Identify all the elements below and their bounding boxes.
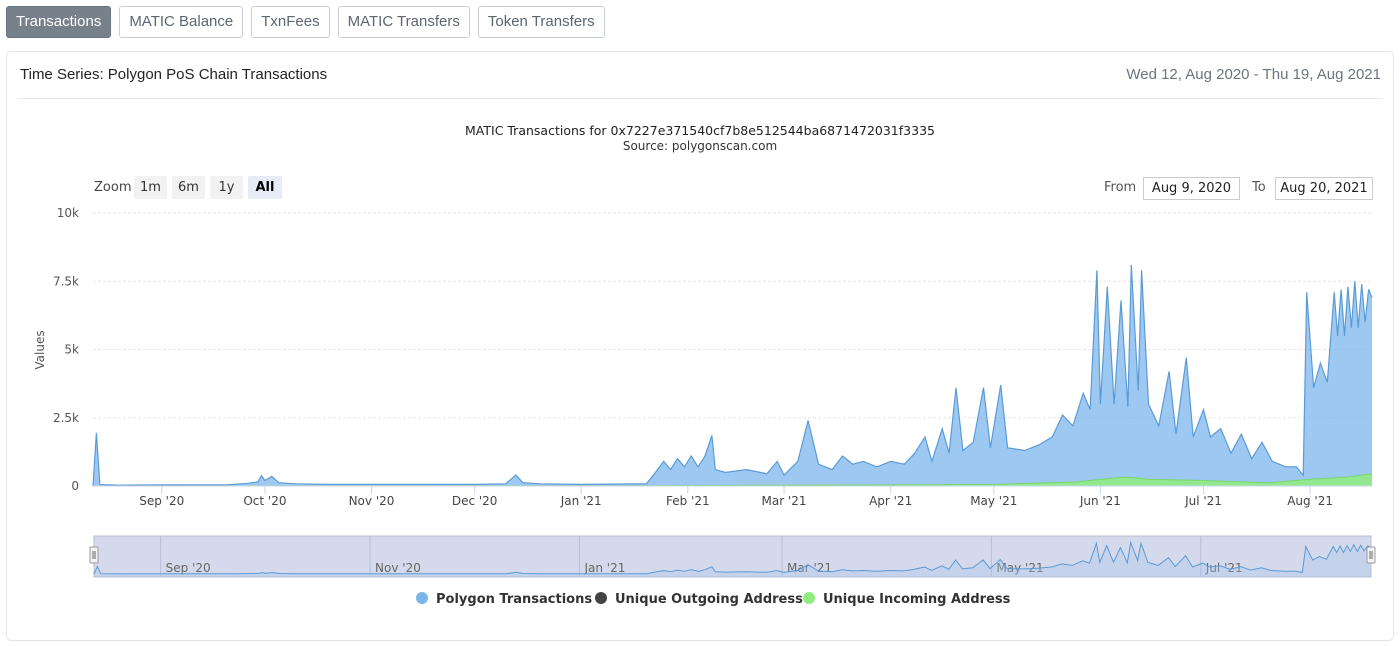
x-tick-label: May '21 bbox=[970, 494, 1017, 508]
navigator-tick-label: Nov '20 bbox=[375, 561, 421, 575]
legend-marker-transactions bbox=[416, 592, 428, 604]
zoom-1m-button[interactable]: 1m bbox=[134, 176, 167, 199]
legend-marker-outgoing bbox=[595, 592, 607, 604]
zoom-1y-button[interactable]: 1y bbox=[210, 176, 243, 199]
tab-matic-balance[interactable]: MATIC Balance bbox=[119, 6, 244, 38]
legend-label-transactions: Polygon Transactions bbox=[436, 592, 593, 607]
tab-token-transfers[interactable]: Token Transfers bbox=[477, 6, 605, 38]
tab-bar: Transactions MATIC Balance TxnFees MATIC… bbox=[6, 6, 613, 38]
navigator-tick-label: Jul '21 bbox=[1205, 561, 1243, 575]
navigator-series-area bbox=[94, 542, 1371, 577]
x-tick-label: Jun '21 bbox=[1079, 494, 1121, 508]
legend-item-transactions[interactable]: Polygon Transactions bbox=[416, 592, 592, 607]
y-axis-label: Values bbox=[33, 330, 47, 369]
zoom-label: Zoom bbox=[94, 180, 132, 195]
x-tick-label: Apr '21 bbox=[869, 494, 912, 508]
navigator-handle-left bbox=[89, 546, 99, 564]
chart-subtitle: Source: polygonscan.com bbox=[622, 139, 778, 153]
range-to-input[interactable]: Aug 20, 2021 bbox=[1275, 177, 1373, 200]
navigator-mask bbox=[93, 535, 1372, 578]
navigator-tick-label: Sep '20 bbox=[166, 561, 211, 575]
tab-transactions[interactable]: Transactions bbox=[6, 6, 112, 38]
card-date-range: Wed 12, Aug 2020 - Thu 19, Aug 2021 bbox=[1126, 66, 1381, 83]
chart-title: MATIC Transactions for 0x7227e371540cf7b… bbox=[465, 123, 935, 138]
x-tick-label: Feb '21 bbox=[666, 494, 710, 508]
series-area-transactions bbox=[93, 264, 1372, 486]
legend-label-outgoing: Unique Outgoing Address bbox=[615, 592, 803, 607]
x-tick-label: Nov '20 bbox=[349, 494, 395, 508]
y-tick-label: 2.5k bbox=[53, 411, 79, 425]
x-tick-label: Jan '21 bbox=[560, 494, 602, 508]
zoom-6m-button[interactable]: 6m bbox=[172, 176, 205, 199]
navigator-series-line bbox=[93, 540, 1372, 575]
legend-item-incoming[interactable]: Unique Incoming Address bbox=[803, 592, 1010, 607]
y-tick-label: 7.5k bbox=[53, 274, 79, 288]
chart-card: Time Series: Polygon PoS Chain Transacti… bbox=[6, 51, 1394, 641]
range-from-label: From bbox=[1104, 180, 1137, 195]
legend-item-outgoing[interactable]: Unique Outgoing Address bbox=[595, 592, 803, 607]
x-tick-label: Dec '20 bbox=[452, 494, 498, 508]
range-from-input[interactable]: Aug 9, 2020 bbox=[1143, 177, 1240, 200]
legend-marker-incoming bbox=[803, 592, 815, 604]
series-line-transactions bbox=[92, 264, 1373, 487]
navigator-handle-right bbox=[1366, 546, 1376, 564]
navigator-tick-label: May '21 bbox=[996, 561, 1043, 575]
x-tick-label: Oct '20 bbox=[243, 494, 286, 508]
x-tick-label: Sep '20 bbox=[139, 494, 184, 508]
y-tick-label: 10k bbox=[57, 206, 79, 220]
x-tick-label: Jul '21 bbox=[1184, 494, 1222, 508]
tab-txnfees[interactable]: TxnFees bbox=[251, 6, 330, 38]
range-to-label: To bbox=[1252, 180, 1266, 195]
y-tick-label: 0 bbox=[71, 479, 79, 493]
tab-matic-transfers[interactable]: MATIC Transfers bbox=[337, 6, 470, 38]
legend-label-incoming: Unique Incoming Address bbox=[823, 592, 1011, 607]
card-title: Time Series: Polygon PoS Chain Transacti… bbox=[20, 66, 328, 83]
x-tick-label: Mar '21 bbox=[762, 494, 807, 508]
series-line-incoming bbox=[92, 473, 1373, 487]
card-divider bbox=[18, 98, 1382, 99]
y-tick-label: 5k bbox=[64, 343, 79, 357]
navigator-tick-label: Jan '21 bbox=[583, 561, 625, 575]
x-tick-label: Aug '21 bbox=[1287, 494, 1333, 508]
zoom-all-button[interactable]: All bbox=[248, 176, 282, 199]
